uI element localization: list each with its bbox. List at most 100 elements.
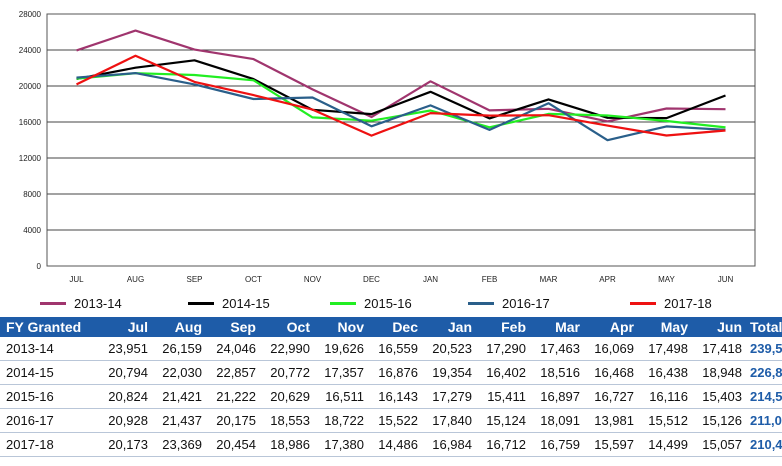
table-cell: 18,091: [530, 408, 584, 433]
x-tick-label: FEB: [482, 275, 498, 284]
table-header-cell: Total: [746, 317, 782, 337]
table-cell: 19,354: [422, 360, 476, 385]
legend-item: 2017-18: [630, 291, 712, 315]
y-tick-label: 24000: [19, 46, 42, 55]
table-cell: 15,057: [692, 432, 746, 457]
table-header-cell: Jun: [692, 317, 746, 337]
series-line-2016-17: [76, 71, 726, 142]
table-cell: 16,143: [368, 384, 422, 409]
series-line-2013-14: [76, 29, 726, 123]
table-header-cell: Aug: [152, 317, 206, 337]
table-cell: 20,772: [260, 360, 314, 385]
table-cell: 16,116: [638, 384, 692, 409]
y-tick-label: 20000: [19, 82, 42, 91]
x-tick-label: MAR: [540, 275, 558, 284]
table-cell: 15,512: [638, 408, 692, 433]
y-tick-label: 16000: [19, 118, 42, 127]
table-header-cell: Apr: [584, 317, 638, 337]
table-header-cell: Mar: [530, 317, 584, 337]
table-cell: 17,357: [314, 360, 368, 385]
legend-label: 2016-17: [502, 295, 550, 311]
x-tick-label: NOV: [304, 275, 322, 284]
x-tick-label: JUL: [69, 275, 84, 284]
table-cell: 210,456: [746, 432, 782, 457]
table-cell: 16,876: [368, 360, 422, 385]
table-cell: 20,175: [206, 408, 260, 433]
table-cell: 17,418: [692, 337, 746, 361]
y-tick-label: 28000: [19, 10, 42, 19]
legend-swatch: [330, 301, 356, 305]
table-cell: 214,583: [746, 384, 782, 409]
legend-item: 2016-17: [468, 291, 550, 315]
table-cell: 20,629: [260, 384, 314, 409]
table-cell: 17,279: [422, 384, 476, 409]
table-cell: 2017-18: [0, 432, 98, 457]
table-cell: 16,727: [584, 384, 638, 409]
chart-legend: 2013-14 2014-15 2015-16 2016-17 2017-18: [0, 291, 782, 315]
legend-swatch: [188, 301, 214, 305]
table-cell: 22,857: [206, 360, 260, 385]
x-tick-label: OCT: [245, 275, 262, 284]
table-cell: 17,840: [422, 408, 476, 433]
y-axis-ticks: 0 4000 8000 12000 16000 20000 24000 28000: [19, 10, 42, 271]
legend-swatch: [468, 301, 494, 305]
table-cell: 16,468: [584, 360, 638, 385]
table-cell: 20,173: [98, 432, 152, 457]
legend-label: 2014-15: [222, 295, 270, 311]
table-cell: 20,824: [98, 384, 152, 409]
table-header-cell: FY Granted: [0, 317, 98, 337]
table-cell: 16,402: [476, 360, 530, 385]
table-cell: 18,516: [530, 360, 584, 385]
table-cell: 22,030: [152, 360, 206, 385]
table-cell: 239,592: [746, 337, 782, 361]
table-cell: 18,948: [692, 360, 746, 385]
table-cell: 226,812: [746, 360, 782, 385]
table-cell: 2016-17: [0, 408, 98, 433]
table-cell: 16,559: [368, 337, 422, 361]
table-cell: 18,553: [260, 408, 314, 433]
table-cell: 20,523: [422, 337, 476, 361]
table-cell: 2014-15: [0, 360, 98, 385]
table-cell: 18,722: [314, 408, 368, 433]
x-axis-ticks: JUL AUG SEP OCT NOV DEC JAN FEB MAR APR MAY JUN: [69, 275, 733, 284]
table-cell: 16,438: [638, 360, 692, 385]
table-row: 2016-17 20,928 21,437 20,175 18,553 18,722 15,…: [0, 408, 782, 433]
table-cell: 15,597: [584, 432, 638, 457]
table-cell: 15,126: [692, 408, 746, 433]
table-cell: 24,046: [206, 337, 260, 361]
table-header-cell: Sep: [206, 317, 260, 337]
table-cell: 20,928: [98, 408, 152, 433]
table-cell: 15,403: [692, 384, 746, 409]
x-tick-label: JUN: [718, 275, 734, 284]
table-cell: 16,511: [314, 384, 368, 409]
plot-area: [46, 13, 756, 267]
table-cell: 21,222: [206, 384, 260, 409]
table-header-cell: Dec: [368, 317, 422, 337]
y-tick-label: 4000: [23, 226, 41, 235]
table-header-cell: Oct: [260, 317, 314, 337]
legend-label: 2017-18: [664, 295, 712, 311]
table-row: 2017-18 20,173 23,369 20,454 18,986 17,380 14,…: [0, 432, 782, 457]
table-cell: 16,712: [476, 432, 530, 457]
gridlines: [47, 49, 755, 231]
line-chart: 0 4000 8000 12000 16000 20000 24000 28000 JUL AU…: [19, 10, 756, 284]
table-row: 2014-15 20,794 22,030 22,857 20,772 17,357 16,…: [0, 360, 782, 385]
table-header-row: FY Granted Jul Aug Sep Oct Nov Dec Jan Feb Mar Apr…: [0, 317, 782, 337]
table-cell: 18,986: [260, 432, 314, 457]
legend-swatch: [40, 301, 66, 305]
table-cell: 211,011: [746, 408, 782, 433]
table-header-cell: May: [638, 317, 692, 337]
series-lines: [76, 29, 726, 142]
x-tick-label: SEP: [186, 275, 202, 284]
table-cell: 16,759: [530, 432, 584, 457]
table-row: 2013-14 23,951 26,159 24,046 22,990 19,626 16,…: [0, 337, 782, 361]
series-line-2017-18: [76, 54, 726, 137]
legend-label: 2013-14: [74, 295, 122, 311]
table-cell: 19,626: [314, 337, 368, 361]
table-header-cell: Jan: [422, 317, 476, 337]
table-cell: 2013-14: [0, 337, 98, 361]
x-tick-label: AUG: [127, 275, 144, 284]
table-cell: 21,437: [152, 408, 206, 433]
legend-label: 2015-16: [364, 295, 412, 311]
series-line-2014-15: [76, 59, 726, 120]
